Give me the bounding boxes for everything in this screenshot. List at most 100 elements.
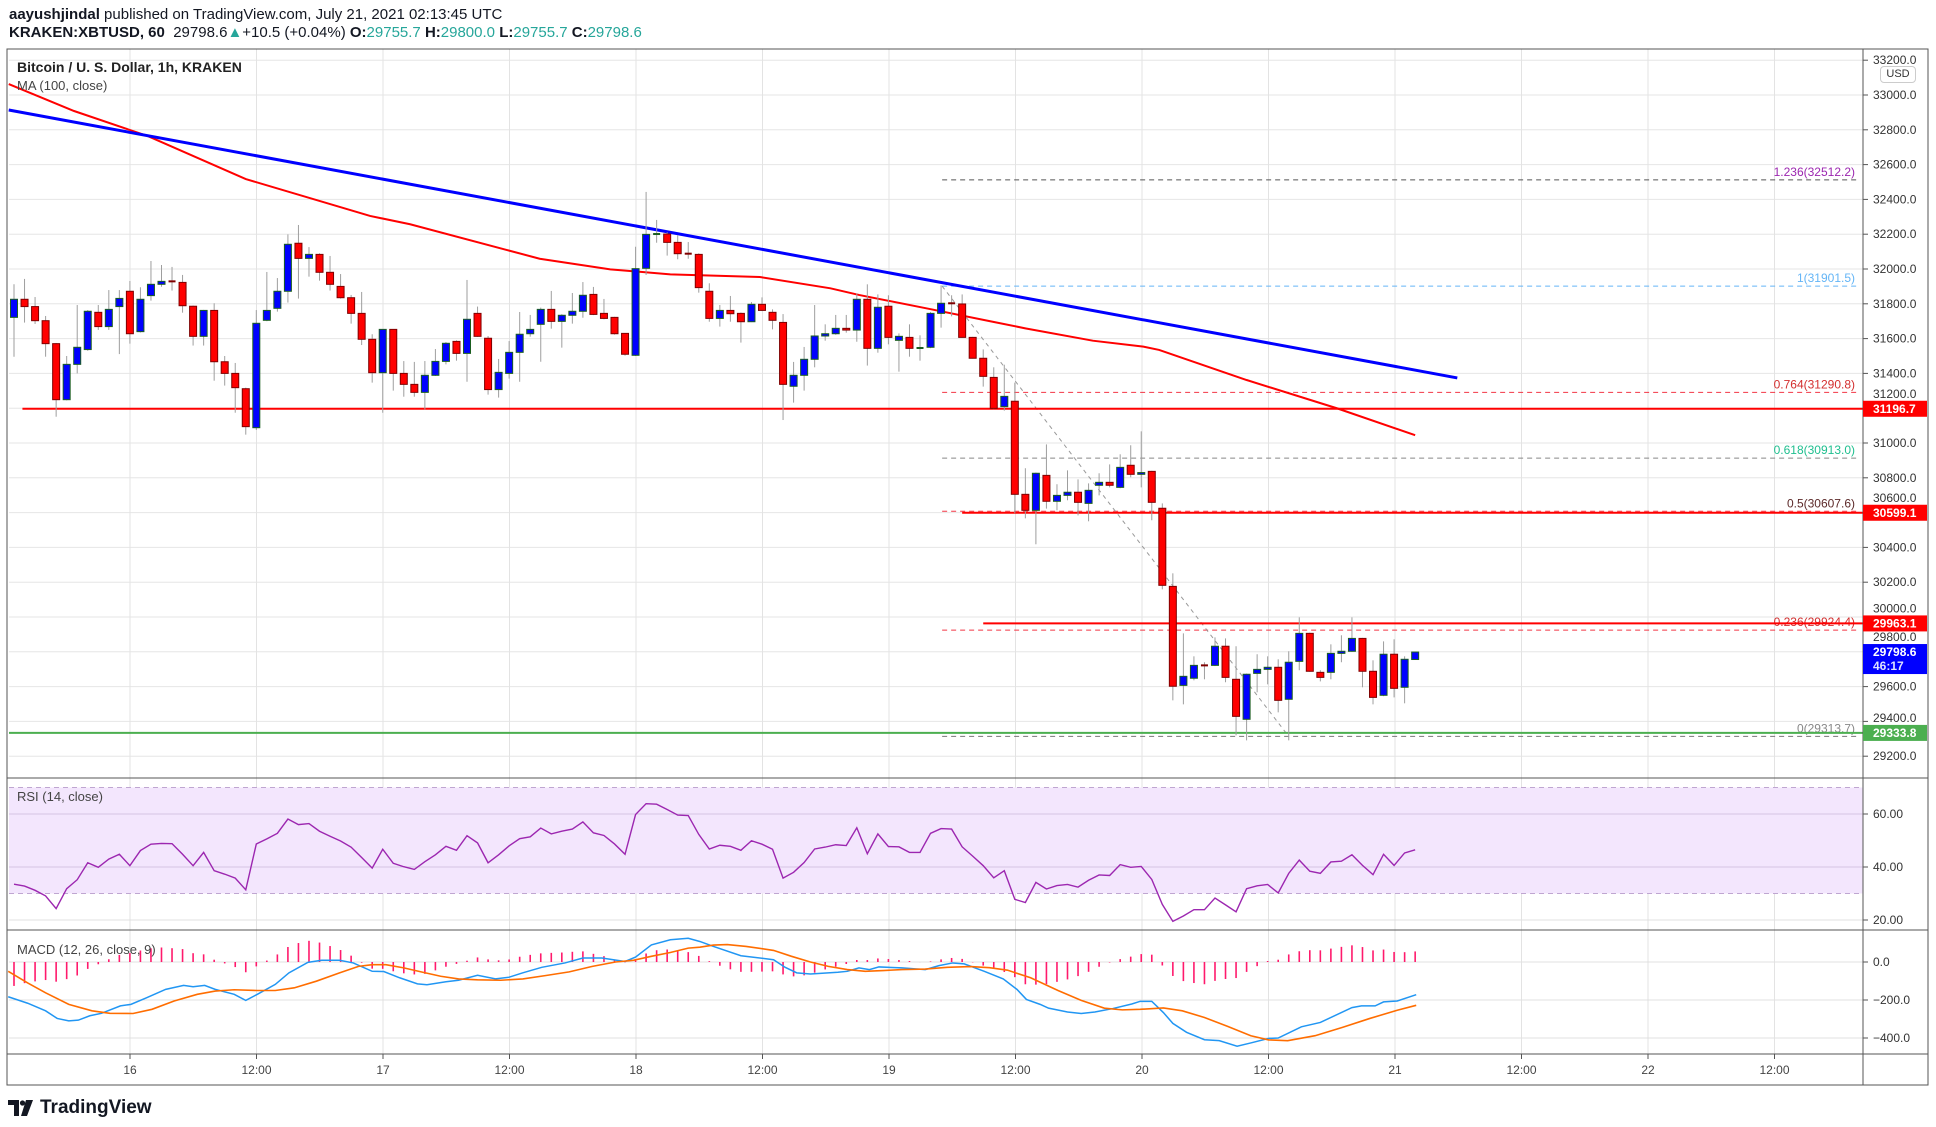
candle-body <box>410 383 419 393</box>
candle-body <box>1337 650 1346 654</box>
candle-body <box>1305 632 1314 672</box>
candle <box>1126 445 1135 478</box>
candle <box>726 295 735 322</box>
candle <box>473 306 482 337</box>
price-axis-label: 30000.0 <box>1873 601 1917 615</box>
candle <box>368 334 377 383</box>
candle-body <box>10 298 18 318</box>
candle-body <box>547 308 556 322</box>
grid: 29200.0 29400.0 29600.0 29800.0 30000.0 30200… <box>9 49 1917 1077</box>
candle-body <box>125 290 134 335</box>
candle-body <box>1210 645 1219 666</box>
candle-body <box>526 328 535 335</box>
candle <box>926 311 935 349</box>
rsi-pane: 60.00 40.00 20.00 <box>9 787 1903 927</box>
publish-info: aayushjindal published on TradingView.co… <box>9 6 502 23</box>
price-badge <box>1863 615 1927 632</box>
candle <box>884 295 893 345</box>
price-axis-label: 30800.0 <box>1873 471 1917 485</box>
rsi-legend[interactable]: RSI (14, close) <box>17 789 103 804</box>
candle <box>663 232 672 256</box>
candle-body <box>1263 666 1272 670</box>
currency-button[interactable]: USD <box>1880 66 1916 83</box>
candle-body <box>420 374 429 393</box>
price-axis-label: 30200.0 <box>1873 575 1917 589</box>
candle <box>1253 654 1262 693</box>
price-axis-label: 32000.0 <box>1873 262 1917 276</box>
candle-body <box>178 281 187 307</box>
candle-body <box>536 308 545 325</box>
candle-body <box>1189 664 1198 679</box>
candle <box>347 294 356 324</box>
candle-body <box>1242 673 1251 720</box>
candle <box>410 361 419 397</box>
candle <box>104 290 113 330</box>
time-axis-label: 12:00 <box>1506 1063 1536 1077</box>
candle-body <box>368 338 377 374</box>
price-axis-label: 32400.0 <box>1873 192 1917 206</box>
candle-body <box>494 371 503 391</box>
candle <box>747 302 756 323</box>
candle-body <box>252 322 261 429</box>
candle <box>1295 617 1304 671</box>
candle-body <box>241 388 250 428</box>
candle-body <box>452 340 461 354</box>
candle-body <box>578 294 587 312</box>
candle <box>705 283 714 322</box>
candle <box>315 253 324 281</box>
candle-body <box>863 298 872 349</box>
low-value: 29755.7 <box>513 24 568 41</box>
candle <box>653 219 661 243</box>
macd-legend[interactable]: MACD (12, 26, close, 9) <box>17 942 156 957</box>
candle <box>863 284 872 366</box>
candle <box>220 356 229 386</box>
close-value: 29798.6 <box>587 24 642 41</box>
price-axis-label: 30600.0 <box>1873 491 1917 505</box>
author-name[interactable]: aayushjindal <box>9 6 100 23</box>
last-price: 29798.6 <box>173 24 228 41</box>
price-badge-label: 29333.8 <box>1873 726 1917 740</box>
candle <box>389 328 398 391</box>
candle-body <box>789 374 798 387</box>
candle-body <box>905 336 914 349</box>
candle <box>831 314 840 335</box>
candle-body <box>726 309 735 315</box>
candle-body <box>768 311 777 321</box>
candle <box>199 309 208 346</box>
price-badge <box>1863 504 1927 521</box>
candle <box>420 361 429 410</box>
candle <box>125 281 134 344</box>
candle <box>146 260 155 301</box>
candle-body <box>1232 678 1241 717</box>
candle-body <box>389 328 398 374</box>
price-axis-label: 32600.0 <box>1873 158 1917 172</box>
candle <box>821 324 830 341</box>
candle <box>789 361 798 403</box>
candle <box>10 284 18 357</box>
candle-body <box>631 268 640 356</box>
candle <box>621 332 630 356</box>
candle-body <box>52 343 61 401</box>
frame <box>6 48 1929 1086</box>
candle <box>241 387 250 435</box>
candle <box>294 224 303 299</box>
candle <box>94 305 103 330</box>
candle-body <box>1116 466 1125 488</box>
candle-body <box>715 309 724 319</box>
candle-body <box>1295 632 1304 662</box>
candle <box>1000 364 1009 411</box>
fib-level-label: 0.618(30913.0) <box>1774 443 1855 457</box>
candle-body <box>115 297 124 308</box>
candle <box>536 307 545 362</box>
ma-legend[interactable]: MA (100, close) <box>17 78 108 93</box>
macd-axis-label: −200.0 <box>1873 993 1910 1007</box>
tradingview-logo[interactable]: TradingView <box>8 1097 152 1119</box>
price-badge-label: 31196.7 <box>1873 402 1916 416</box>
candle <box>937 285 946 328</box>
candle-body <box>989 376 998 409</box>
candle-body <box>884 305 893 338</box>
candle-body <box>94 311 103 328</box>
trendline[interactable] <box>8 108 1458 380</box>
candle-body <box>304 253 313 259</box>
